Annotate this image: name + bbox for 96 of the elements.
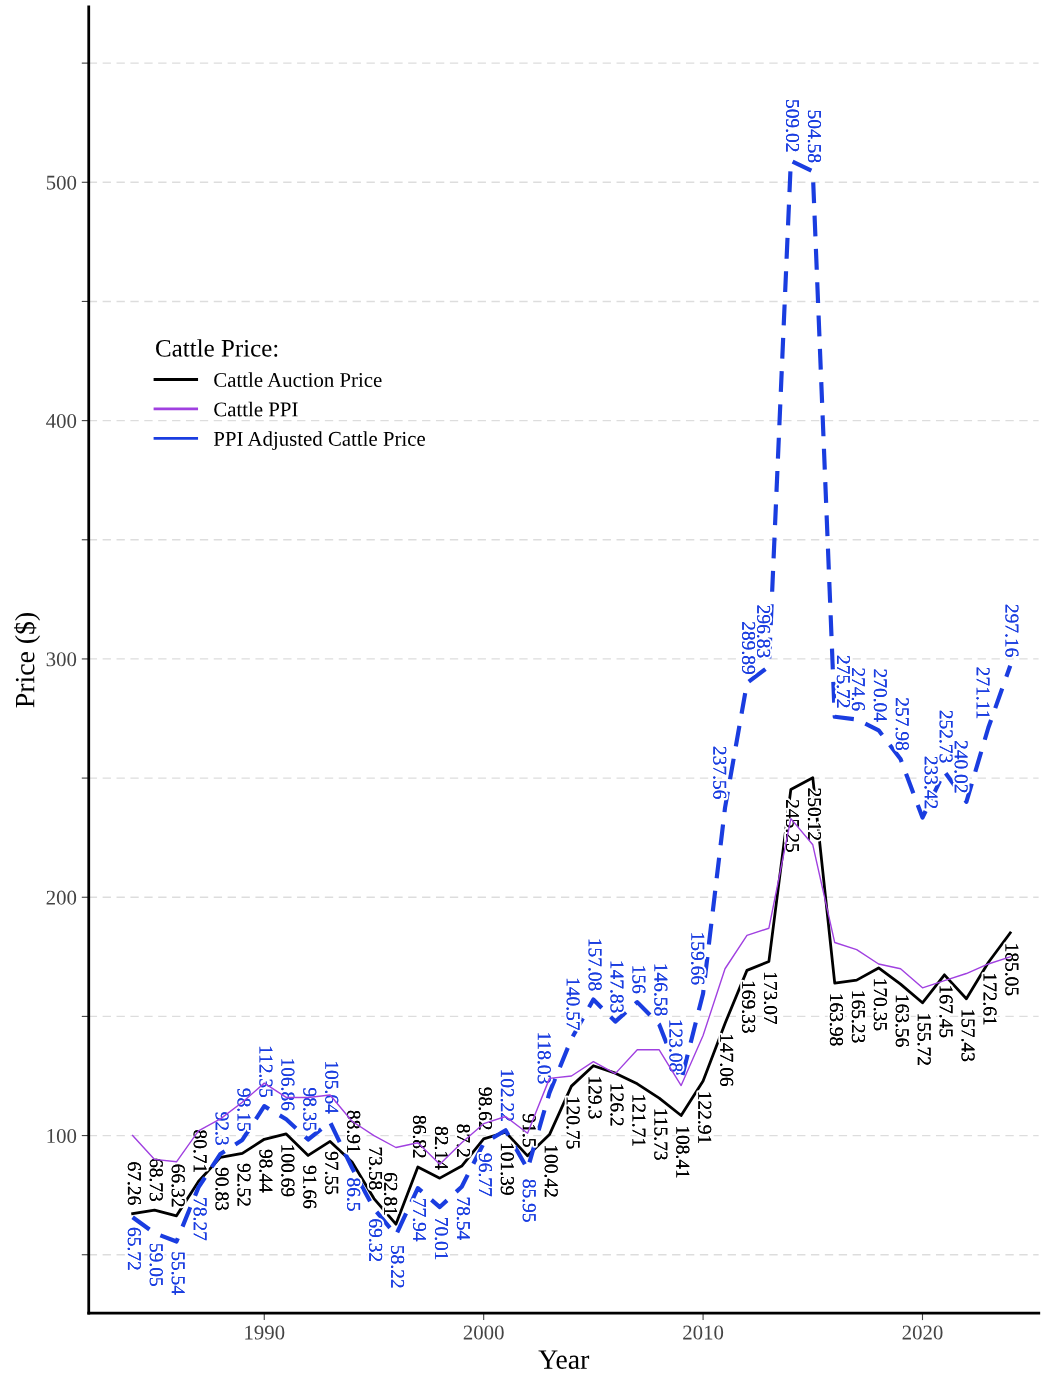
data-label: 240.02 — [954, 740, 968, 793]
data-label: 121.71 — [632, 1095, 646, 1146]
data-label: 252.73 — [939, 710, 953, 763]
data-label: 289.89 — [742, 622, 756, 674]
data-label: 157.08 — [588, 939, 602, 991]
data-label: 172.61 — [983, 973, 997, 1025]
data-label: 102.22 — [500, 1070, 514, 1121]
data-label: 275.72 — [836, 655, 850, 708]
x-tick-label: 2000 — [463, 1325, 504, 1340]
data-label: 86.82 — [412, 1115, 427, 1158]
data-label: 122.91 — [698, 1092, 712, 1143]
data-label: 140.57 — [566, 978, 580, 1030]
data-label: 157.43 — [961, 1010, 975, 1062]
data-label: 147.06 — [720, 1034, 734, 1087]
legend-title: Cattle Price: — [156, 339, 278, 357]
data-label: 77.94 — [412, 1199, 427, 1242]
data-label: 112.35 — [259, 1046, 273, 1098]
data-label: 67.26 — [127, 1162, 141, 1205]
data-label: 97.55 — [325, 1151, 339, 1195]
y-axis-title: Price ($) — [14, 613, 41, 708]
y-tick-label: 500 — [46, 175, 77, 190]
data-label: 62.81 — [384, 1172, 398, 1215]
data-label: 170.35 — [873, 979, 887, 1031]
x-tick-label: 2010 — [683, 1325, 724, 1340]
data-label: 159.66 — [691, 933, 705, 985]
data-label: 296.83 — [757, 605, 771, 658]
data-label: 100.42 — [544, 1146, 558, 1197]
data-label: 78.54 — [456, 1197, 470, 1240]
legend-label: Cattle Auction Price — [214, 372, 382, 387]
data-label: 86.5 — [347, 1178, 361, 1211]
data-label: 98.44 — [259, 1149, 273, 1193]
data-label: 257.98 — [895, 698, 909, 750]
data-label: 118.03 — [537, 1033, 551, 1084]
data-label: 100.69 — [281, 1145, 295, 1197]
y-tick-label: 200 — [46, 890, 77, 905]
data-label: 90.83 — [215, 1167, 229, 1211]
data-label: 98.35 — [303, 1088, 317, 1131]
data-label: 70.01 — [434, 1218, 449, 1260]
data-label: 233.42 — [924, 756, 938, 809]
data-label: 509.02 — [785, 100, 800, 152]
data-label: 165.23 — [851, 991, 865, 1043]
x-tick-label: 2020 — [902, 1325, 943, 1340]
legend-label: PPI Adjusted Cattle Price — [213, 431, 425, 451]
data-label: 92.3 — [215, 1112, 229, 1145]
data-label: 156 — [632, 966, 646, 994]
data-label: 58.22 — [390, 1246, 405, 1288]
data-label: 96.77 — [478, 1153, 492, 1197]
y-tick-label: 100 — [47, 1128, 77, 1144]
y-tick-label: 400 — [46, 413, 77, 429]
data-label: 126.2 — [610, 1084, 624, 1126]
x-tick-label: 1990 — [245, 1325, 285, 1340]
data-label: 92.52 — [237, 1163, 251, 1206]
data-label: 55.54 — [171, 1252, 185, 1295]
data-label: 147.83 — [610, 961, 624, 1013]
data-label: 65.72 — [127, 1227, 141, 1270]
data-label: 85.95 — [522, 1179, 536, 1222]
data-label: 169.33 — [742, 981, 756, 1033]
data-label: 80.71 — [193, 1130, 207, 1173]
data-label: 98.62 — [478, 1087, 492, 1130]
data-label: 504.58 — [807, 110, 822, 163]
data-label: 270.04 — [873, 669, 887, 722]
data-label: 59.05 — [149, 1244, 163, 1286]
data-label: 146.58 — [654, 964, 668, 1016]
data-label: 250.12 — [807, 788, 822, 840]
data-label: 91.5 — [522, 1114, 536, 1147]
data-label: 78.27 — [193, 1198, 207, 1241]
data-label: 73.58 — [369, 1147, 383, 1190]
data-label: 167.45 — [939, 986, 953, 1038]
data-label: 106.86 — [281, 1059, 295, 1111]
data-label: 245.25 — [785, 799, 800, 852]
y-tick-label: 300 — [46, 652, 77, 667]
data-label: 185.05 — [1005, 944, 1019, 996]
data-label: 274.6 — [851, 668, 865, 711]
data-label: 163.98 — [829, 994, 843, 1046]
x-axis-title: Year — [538, 1350, 590, 1369]
data-label: 87.2 — [456, 1124, 470, 1157]
data-label: 115.73 — [654, 1109, 668, 1160]
data-label: 68.73 — [149, 1158, 163, 1202]
data-label: 105.64 — [325, 1062, 339, 1114]
data-label: 91.66 — [303, 1165, 317, 1209]
data-label: 271.11 — [976, 667, 990, 719]
data-label: 108.41 — [676, 1126, 690, 1178]
data-label: 88.91 — [347, 1110, 361, 1153]
data-label: 66.32 — [171, 1164, 185, 1207]
data-label: 101.39 — [500, 1143, 514, 1195]
legend-label: Cattle PPI — [214, 401, 298, 417]
data-label: 69.32 — [369, 1219, 383, 1262]
data-label: 98.15 — [237, 1088, 251, 1131]
data-label: 82.14 — [434, 1126, 449, 1170]
data-label: 173.07 — [763, 972, 778, 1025]
data-label: 120.75 — [566, 1097, 580, 1149]
data-label: 129.3 — [588, 1077, 602, 1119]
data-label: 155.72 — [917, 1014, 931, 1065]
data-label: 163.56 — [895, 995, 909, 1047]
data-label: 237.56 — [713, 746, 727, 799]
data-label: 297.16 — [1005, 604, 1019, 657]
